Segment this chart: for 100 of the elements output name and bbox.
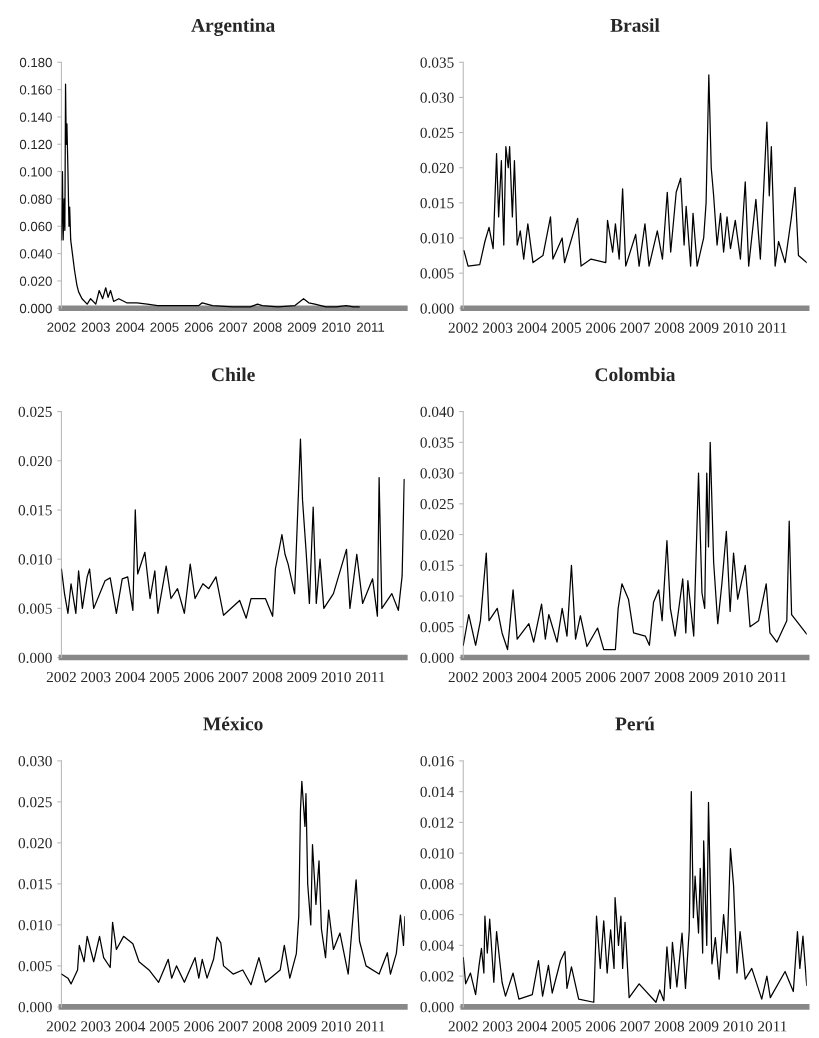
x-tick-label: 2007 <box>219 322 248 332</box>
x-tick-label: 2008 <box>654 1021 685 1032</box>
x-tick-label: 2002 <box>47 322 76 332</box>
y-tick-label: 0.025 <box>420 498 454 510</box>
y-tick-label: 0.015 <box>420 560 454 571</box>
y-tick-label: 0.006 <box>420 909 454 921</box>
y-tick-label: 0.000 <box>420 652 454 664</box>
x-tick-label: 2005 <box>551 1021 581 1032</box>
x-tick-label: 2003 <box>81 322 110 332</box>
x-tick-label: 2011 <box>758 322 787 333</box>
y-tick-label: 0.015 <box>420 197 454 209</box>
x-tick-label: 2006 <box>184 671 214 683</box>
line-series <box>61 438 405 619</box>
y-tick-label: 0.000 <box>420 303 454 314</box>
chart-title: Perú <box>615 716 655 731</box>
x-tick-label: 2007 <box>620 671 650 683</box>
y-tick-label: 0.015 <box>18 505 52 516</box>
x-tick-label: 2006 <box>184 322 213 332</box>
x-tick-label: 2009 <box>689 322 719 333</box>
line-series <box>463 74 807 267</box>
y-tick-label: 0.020 <box>420 162 454 174</box>
x-tick-label: 2003 <box>81 671 111 683</box>
x-tick-label: 2011 <box>357 322 385 332</box>
y-tick-label: 0.020 <box>19 276 52 286</box>
y-tick-label: 0.160 <box>19 85 52 95</box>
x-tick-label: 2004 <box>116 322 145 332</box>
x-tick-label: 2009 <box>287 322 316 332</box>
x-tick-label: 2002 <box>448 322 478 333</box>
x-tick-label: 2005 <box>149 1021 180 1032</box>
y-tick-label: 0.030 <box>420 92 454 103</box>
x-tick-label: 2002 <box>46 1021 76 1032</box>
y-tick-label: 0.010 <box>18 920 52 931</box>
y-tick-label: 0.002 <box>420 971 454 982</box>
y-tick-label: 0.000 <box>18 652 52 664</box>
y-tick-label: 0.020 <box>18 838 52 849</box>
x-tick-label: 2003 <box>483 322 513 333</box>
x-tick-label: 2010 <box>321 671 351 683</box>
x-tick-label: 2007 <box>218 1021 248 1032</box>
y-tick-label: 0.030 <box>420 468 454 479</box>
x-tick-label: 2002 <box>448 671 478 683</box>
x-tick-label: 2008 <box>253 322 282 332</box>
y-tick-label: 0.010 <box>420 848 454 859</box>
y-tick-label: 0.004 <box>420 940 454 951</box>
y-tick-label: 0.025 <box>18 797 52 808</box>
x-tick-label: 2006 <box>586 1021 616 1032</box>
y-tick-label: 0.080 <box>19 194 52 204</box>
x-tick-label: 2005 <box>150 322 179 332</box>
y-tick-label: 0.030 <box>18 756 52 767</box>
y-tick-label: 0.040 <box>420 406 454 418</box>
chart-title: Chile <box>211 367 255 382</box>
y-tick-label: 0.008 <box>420 879 454 890</box>
x-tick-label: 2009 <box>287 671 317 683</box>
x-tick-label: 2011 <box>356 1021 385 1032</box>
x-tick-label: 2006 <box>586 671 616 683</box>
x-tick-label: 2011 <box>758 1021 787 1032</box>
y-tick-label: 0.020 <box>420 529 454 541</box>
x-tick-label: 2004 <box>517 322 547 333</box>
y-tick-label: 0.140 <box>19 112 52 122</box>
x-tick-label: 2003 <box>81 1021 111 1032</box>
x-tick-label: 2008 <box>654 671 685 683</box>
x-tick-label: 2010 <box>322 322 351 332</box>
y-tick-label: 0.100 <box>19 167 52 177</box>
x-tick-label: 2005 <box>551 322 581 333</box>
x-tick-label: 2004 <box>517 1021 547 1032</box>
x-tick-label: 2007 <box>620 322 650 333</box>
y-tick-label: 0.180 <box>19 57 52 68</box>
x-tick-label: 2011 <box>356 671 385 683</box>
x-tick-label: 2002 <box>46 671 76 683</box>
x-tick-label: 2005 <box>149 671 180 683</box>
chart-title: Colombia <box>595 367 676 382</box>
x-tick-label: 2003 <box>483 1021 513 1032</box>
line-series <box>463 790 807 1003</box>
x-tick-label: 2008 <box>252 1021 283 1032</box>
x-tick-label: 2009 <box>689 671 719 683</box>
y-tick-label: 0.000 <box>420 1002 454 1013</box>
x-tick-label: 2010 <box>321 1021 351 1032</box>
y-tick-label: 0.015 <box>18 879 52 890</box>
x-tick-label: 2008 <box>252 671 283 683</box>
y-tick-label: 0.014 <box>420 786 454 798</box>
y-tick-label: 0.010 <box>420 233 454 244</box>
y-tick-label: 0.000 <box>19 303 52 314</box>
line-series <box>61 83 360 308</box>
x-tick-label: 2010 <box>723 322 753 333</box>
y-tick-label: 0.005 <box>18 961 52 972</box>
y-tick-label: 0.120 <box>19 139 52 150</box>
x-tick-label: 2003 <box>483 671 513 683</box>
x-tick-label: 2004 <box>115 671 146 683</box>
y-tick-label: 0.025 <box>420 127 454 139</box>
y-tick-label: 0.012 <box>420 817 454 828</box>
x-tick-label: 2004 <box>115 1021 146 1032</box>
x-tick-label: 2008 <box>654 322 685 333</box>
y-tick-label: 0.016 <box>420 756 454 767</box>
line-series <box>463 441 807 651</box>
x-tick-label: 2005 <box>551 671 581 683</box>
x-tick-label: 2009 <box>689 1021 719 1032</box>
y-tick-label: 0.005 <box>18 603 52 614</box>
chart-title: Argentina <box>191 18 275 37</box>
x-tick-label: 2004 <box>517 671 547 683</box>
x-tick-label: 2011 <box>758 671 787 683</box>
x-tick-label: 2010 <box>723 1021 753 1032</box>
